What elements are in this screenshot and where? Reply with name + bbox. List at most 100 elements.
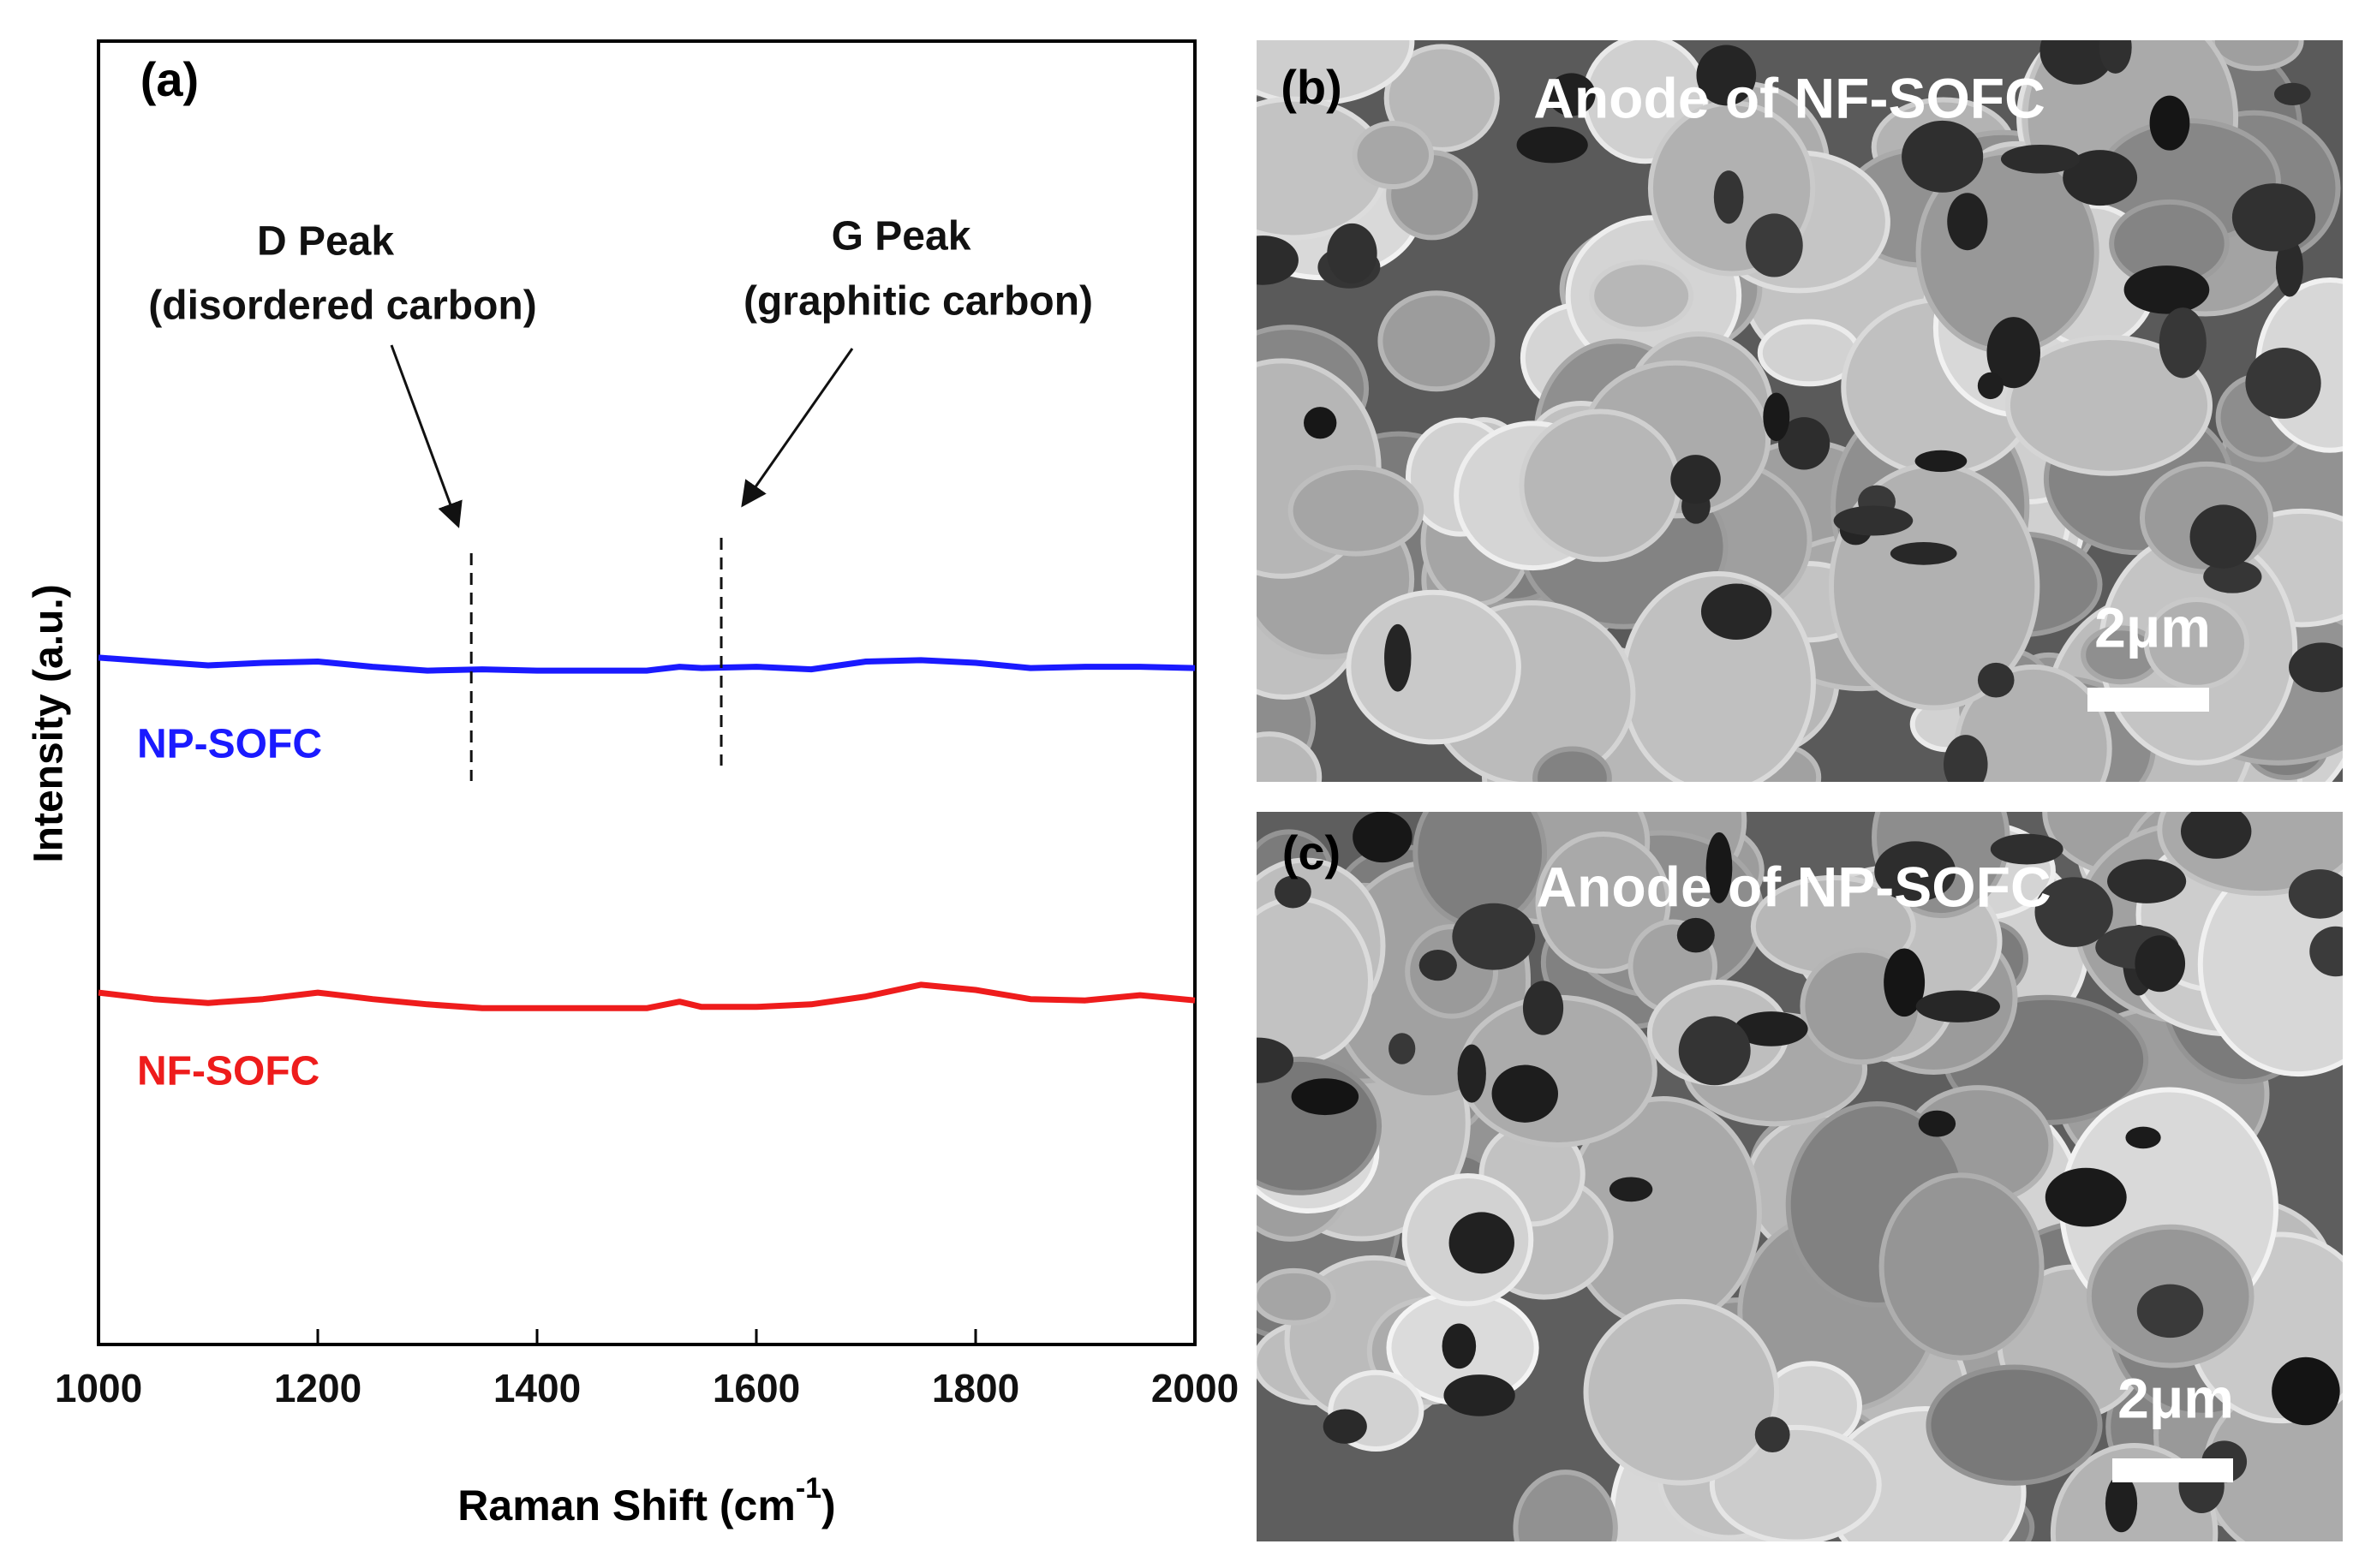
- annotation: D Peak: [257, 219, 394, 265]
- image-caption: Anode of NF-SOFC: [1533, 66, 2045, 129]
- annotation: (graphitic carbon): [744, 279, 1093, 325]
- pore: [1778, 417, 1830, 470]
- pore: [1763, 392, 1790, 442]
- pore: [2105, 1474, 2138, 1533]
- grain: [1352, 121, 1435, 190]
- pore: [2034, 877, 2113, 947]
- x-label-end: ): [821, 1482, 836, 1529]
- scale-bar: [2112, 1458, 2233, 1482]
- sem-image-b: [1257, 40, 2343, 782]
- grain: [1532, 746, 1612, 782]
- grain: [1878, 1172, 2045, 1361]
- panel-label: (b): [1281, 60, 1342, 114]
- pore: [2125, 1126, 2161, 1149]
- pore: [1304, 407, 1337, 439]
- pore: [2149, 95, 2190, 151]
- pore: [1452, 903, 1536, 970]
- pore: [2289, 642, 2343, 693]
- x-tick-label: 1000: [55, 1366, 142, 1410]
- pore: [1384, 623, 1412, 692]
- pore: [2159, 307, 2207, 379]
- pore: [2045, 1167, 2127, 1227]
- pore: [2000, 144, 2081, 174]
- plot-frame: [97, 39, 1197, 1346]
- pore: [1257, 1037, 1294, 1083]
- pore: [2181, 812, 2252, 859]
- pore: [2245, 348, 2321, 419]
- pore: [1902, 120, 1984, 193]
- grain: [1257, 731, 1323, 782]
- pore: [1257, 235, 1299, 285]
- pore: [1874, 841, 1956, 902]
- grain: [1513, 1470, 1618, 1541]
- pore: [2203, 560, 2262, 593]
- pore: [1522, 981, 1564, 1035]
- y-axis-label: Intensity (a.u.): [27, 584, 72, 862]
- pore: [2135, 935, 2186, 993]
- pore: [1918, 1110, 1956, 1137]
- pore: [2136, 1284, 2204, 1338]
- pore: [2309, 926, 2343, 977]
- pore: [1746, 213, 1803, 277]
- pore: [2288, 869, 2343, 919]
- pore: [1833, 505, 1914, 536]
- arrow: [390, 344, 463, 528]
- pore: [2231, 183, 2316, 252]
- x-tick-label: 1400: [493, 1366, 581, 1410]
- pore: [1990, 833, 2063, 865]
- grain: [1346, 589, 1521, 745]
- pore: [1986, 317, 2040, 389]
- pore: [1713, 170, 1744, 224]
- scale-bar-label: 2μm: [2117, 1366, 2234, 1429]
- grain: [1535, 832, 1671, 975]
- pore: [1547, 73, 1596, 116]
- x-axis-label: Raman Shift (cm-1): [457, 1472, 835, 1529]
- panel-label: (a): [140, 52, 199, 106]
- x-label-sup: -1: [796, 1472, 821, 1505]
- pore: [1327, 223, 1377, 284]
- pore: [1705, 832, 1733, 903]
- pore: [1944, 735, 1988, 782]
- grain: [1257, 1056, 1383, 1195]
- series-label: NF-SOFC: [137, 1049, 320, 1094]
- pore: [1914, 450, 1968, 473]
- pore: [1389, 1033, 1416, 1064]
- pore: [1977, 372, 2004, 400]
- pore: [1890, 541, 1957, 565]
- pore: [1448, 1212, 1514, 1274]
- pore: [1323, 1409, 1367, 1444]
- grain: [1412, 812, 1548, 929]
- grain: [1257, 1267, 1336, 1326]
- pore: [1734, 1011, 1808, 1046]
- pore: [1457, 1044, 1486, 1103]
- grain: [2209, 40, 2304, 71]
- pore: [1700, 583, 1772, 640]
- pore: [1516, 126, 1588, 164]
- data-line: [98, 654, 1196, 674]
- pore: [2099, 40, 2132, 74]
- pore: [1696, 45, 1757, 106]
- pore: [1275, 875, 1311, 909]
- image-caption: Anode of NP-SOFC: [1536, 855, 2051, 918]
- x-tick-label: 2000: [1151, 1366, 1239, 1410]
- grain: [1377, 290, 1496, 392]
- grain: [1519, 408, 1681, 563]
- pore: [2039, 40, 2116, 85]
- x-label-text: Raman Shift (cm: [457, 1482, 796, 1529]
- grain: [1287, 464, 1424, 557]
- arrow: [741, 348, 854, 508]
- pore: [1491, 1064, 1559, 1123]
- pore: [1678, 1016, 1751, 1086]
- grain: [1589, 259, 1694, 332]
- grain: [1709, 1424, 1882, 1541]
- panel-label: (c): [1282, 826, 1341, 879]
- grain: [1583, 1298, 1780, 1486]
- data-line: [98, 981, 1196, 1011]
- pore: [1676, 917, 1715, 953]
- pore: [1442, 1323, 1477, 1369]
- series-label: NP-SOFC: [137, 722, 322, 767]
- x-tick-label: 1600: [713, 1366, 800, 1410]
- pore: [1291, 1078, 1359, 1116]
- pore: [1884, 948, 1926, 1017]
